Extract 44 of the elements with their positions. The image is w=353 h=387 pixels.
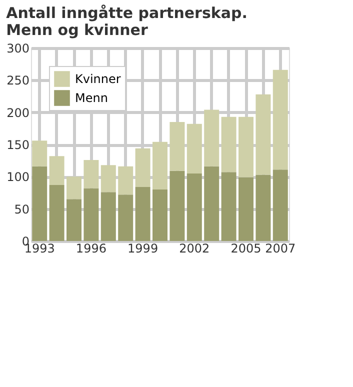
bar [152,142,168,190]
bar [66,199,82,241]
bar [135,186,150,241]
bar [238,116,254,178]
bar [152,190,168,241]
bar [135,148,150,187]
bar [66,176,82,200]
bar [186,173,202,241]
x-tick-label: 2007 [265,242,296,256]
y-tick-label: 150 [6,138,30,152]
x-tick-label: 2005 [230,242,262,256]
bar [186,124,202,174]
bar [100,192,116,241]
y-tick-label: 100 [6,170,30,184]
x-tick-label: 2002 [179,242,210,256]
x-tick-label: 1996 [76,242,106,256]
bar [238,177,254,241]
bar [204,166,220,241]
legend-label: Kvinner [75,72,121,86]
bar [32,140,48,166]
bar [170,122,185,171]
bar [221,116,236,172]
y-tick-label: 200 [6,106,30,120]
bar [118,194,134,241]
x-tick-label: 1999 [128,242,158,256]
bar [49,185,64,241]
bar [256,94,271,175]
bar [84,188,99,241]
bar [84,160,99,188]
bar [204,110,220,166]
legend-label: Menn [75,91,108,105]
bar [272,70,288,170]
bar [170,170,185,241]
bar [49,156,64,186]
y-tick-label: 250 [6,74,30,88]
bar [221,172,236,241]
y-tick-label: 50 [14,202,30,216]
y-tick-label: 300 [6,42,30,56]
bar [32,166,48,241]
bar [100,165,116,192]
bar [272,170,288,241]
chart-title: Antall inngåtte partnerskap. Menn og kvinner [6,4,248,39]
bar [256,174,271,241]
bar [118,166,134,195]
